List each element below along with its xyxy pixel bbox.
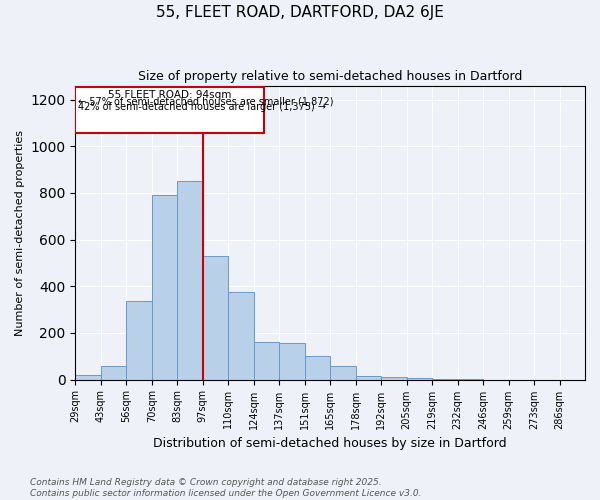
Bar (381, 376, 407, 380)
Bar (330, 366, 356, 380)
X-axis label: Distribution of semi-detached houses by size in Dartford: Distribution of semi-detached houses by … (154, 437, 507, 450)
Bar (127, 302, 152, 380)
Bar (178, 181, 203, 380)
Bar (101, 366, 127, 380)
Bar (228, 292, 254, 380)
Title: Size of property relative to semi-detached houses in Dartford: Size of property relative to semi-detach… (138, 70, 523, 83)
Bar (254, 342, 279, 380)
Bar (76, 86, 264, 134)
Text: ← 57% of semi-detached houses are smaller (1,872): ← 57% of semi-detached houses are smalle… (78, 96, 334, 106)
Text: 55 FLEET ROAD: 94sqm: 55 FLEET ROAD: 94sqm (108, 90, 232, 100)
Bar (76, 375, 101, 380)
Text: 42% of semi-detached houses are larger (1,375) →: 42% of semi-detached houses are larger (… (78, 102, 326, 112)
Text: 55, FLEET ROAD, DARTFORD, DA2 6JE: 55, FLEET ROAD, DARTFORD, DA2 6JE (156, 5, 444, 20)
Y-axis label: Number of semi-detached properties: Number of semi-detached properties (15, 130, 25, 336)
Bar (407, 378, 432, 380)
Bar (356, 376, 381, 380)
Bar (279, 344, 305, 380)
Bar (203, 256, 228, 380)
Bar (305, 356, 330, 380)
Text: Contains HM Land Registry data © Crown copyright and database right 2025.
Contai: Contains HM Land Registry data © Crown c… (30, 478, 421, 498)
Bar (152, 195, 178, 380)
